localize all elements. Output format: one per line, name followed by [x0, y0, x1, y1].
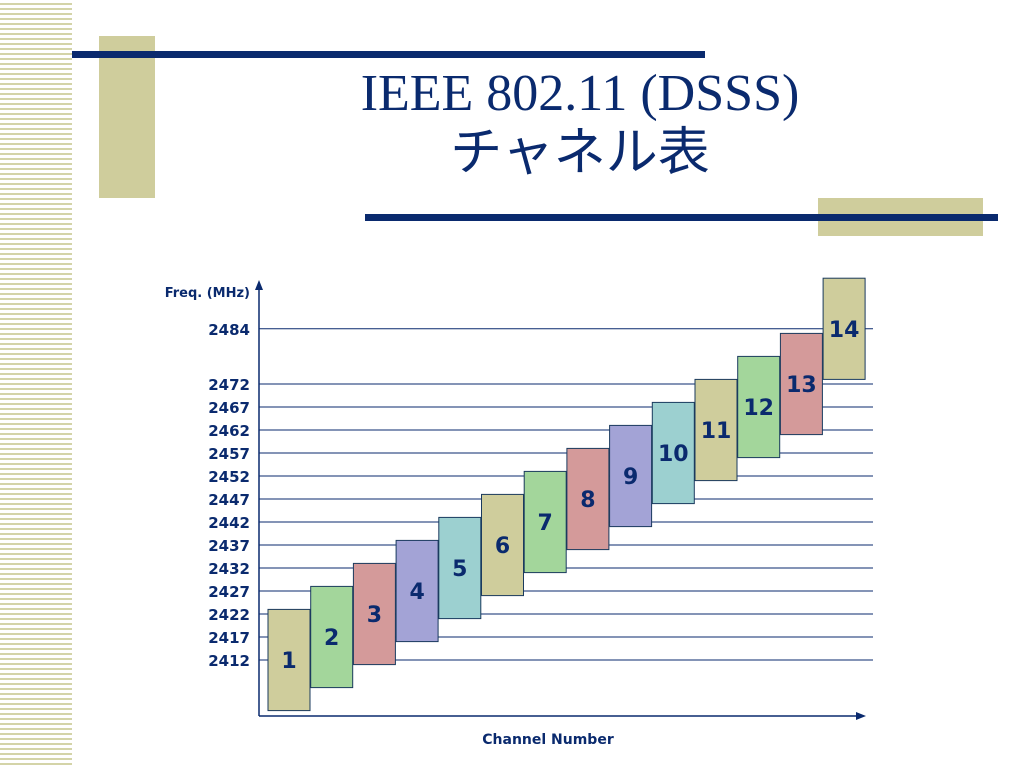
y-tick-labels: 2412 2417 2422 2427 2432 2437 2442 2447 2452 2457… [208, 321, 250, 670]
left-stripe-decoration [0, 0, 72, 768]
y-tick-label: 2422 [208, 606, 250, 624]
channel-label-8: 8 [580, 488, 595, 513]
y-tick-label: 2442 [208, 514, 250, 532]
y-tick-label: 2467 [208, 399, 250, 417]
channel-label-9: 9 [623, 465, 638, 490]
channel-bar-6 [481, 493, 524, 597]
title-rule-top [72, 51, 705, 58]
y-axis-arrow [255, 280, 263, 290]
slide-title-line1: IEEE 802.11 (DSSS) [360, 65, 800, 122]
channel-label-11: 11 [701, 419, 732, 444]
y-tick-label: 2457 [208, 445, 250, 463]
y-tick-label: 2472 [208, 376, 250, 394]
y-tick-label: 2447 [208, 491, 250, 509]
slide-title: IEEE 802.11 (DSSS) チャネル表 [160, 64, 1000, 184]
y-tick-label: 2437 [208, 537, 250, 555]
channel-label-7: 7 [538, 511, 553, 536]
y-tick-label: 2412 [208, 652, 250, 670]
channel-bar-4 [395, 539, 439, 643]
channel-bar-12 [737, 355, 781, 459]
channel-label-5: 5 [452, 557, 467, 582]
y-tick-label: 2452 [208, 468, 250, 486]
channel-label-13: 13 [786, 373, 817, 398]
y-tick-label: 2432 [208, 560, 250, 578]
channel-bar-3 [352, 562, 396, 666]
channel-label-1: 1 [281, 649, 296, 674]
channel-label-10: 10 [658, 442, 689, 467]
channel-bar-13 [779, 332, 823, 436]
channel-bar-1 [267, 608, 311, 712]
slide-title-line2: チャネル表 [450, 125, 710, 182]
channel-bar-5 [438, 516, 482, 620]
y-tick-label: 2484 [208, 321, 250, 339]
y-tick-label: 2427 [208, 583, 250, 601]
channel-label-3: 3 [367, 603, 382, 628]
x-axis-label: Channel Number [482, 732, 614, 748]
axes [255, 280, 866, 720]
channel-label-4: 4 [409, 580, 424, 605]
channel-bar-14 [822, 277, 866, 380]
y-axis-label: Freq. (MHz) [165, 286, 250, 301]
channel-bar-2 [310, 585, 354, 689]
channel-label-6: 6 [495, 534, 510, 559]
channel-bar-8 [566, 447, 610, 551]
y-tick-label: 2417 [208, 629, 250, 647]
channel-bar-11 [694, 378, 738, 482]
channel-bar-7 [523, 470, 567, 574]
channel-label-14: 14 [829, 318, 860, 343]
channel-bar-10 [651, 401, 695, 505]
title-accent-block-left [99, 36, 155, 198]
channel-label-2: 2 [324, 626, 339, 651]
channel-label-12: 12 [743, 396, 774, 421]
channel-bar-9 [609, 424, 653, 528]
title-rule-bottom [365, 214, 998, 221]
x-axis-arrow [856, 712, 866, 720]
y-tick-label: 2462 [208, 422, 250, 440]
